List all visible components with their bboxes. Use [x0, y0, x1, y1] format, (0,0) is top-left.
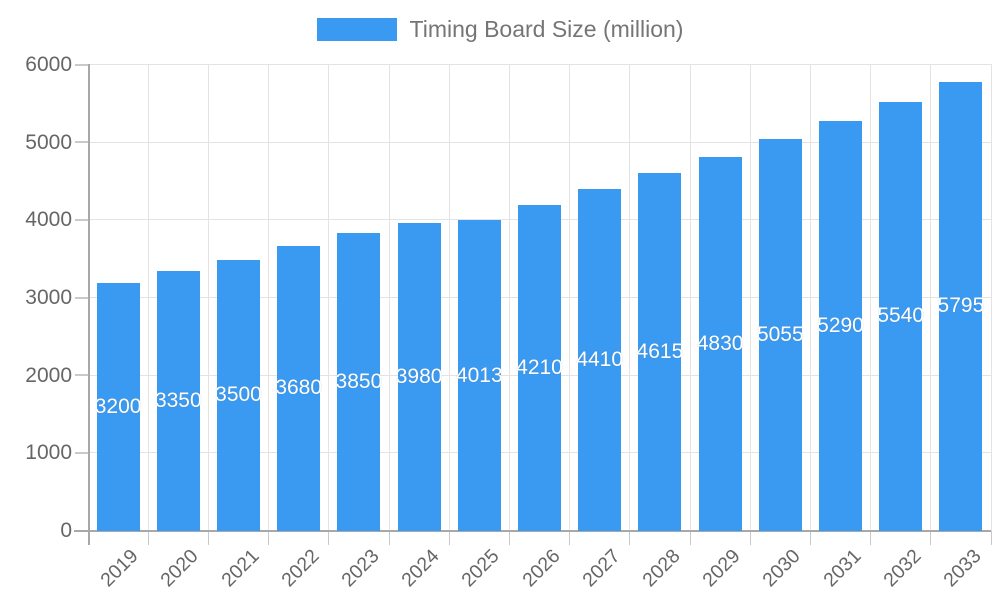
y-axis-tick-label: 3000 [25, 286, 72, 309]
y-tick-mark [75, 296, 88, 299]
v-gridline [388, 64, 390, 531]
bar-value-label: 3350 [154, 389, 202, 413]
v-gridline [629, 64, 631, 531]
legend-item[interactable]: Timing Board Size (million) [316, 16, 684, 43]
bar-value-label: 3680 [275, 376, 323, 400]
y-tick-mark [75, 451, 88, 454]
bar-2019[interactable]: 3200 [94, 283, 142, 531]
v-gridline [990, 64, 992, 531]
v-gridline [147, 64, 149, 531]
bar-2024[interactable]: 3980 [395, 222, 443, 531]
bar-2021[interactable]: 3500 [215, 259, 262, 531]
bar-value-label: 5290 [817, 314, 864, 338]
bar-value-label: 4830 [696, 331, 744, 355]
v-gridline [268, 64, 270, 531]
bar-2029[interactable]: 4830 [696, 156, 744, 531]
bar-value-label: 4410 [576, 348, 624, 372]
bar-2031[interactable]: 5290 [817, 121, 864, 531]
bar-2027[interactable]: 4410 [576, 189, 624, 531]
x-tick-mark [809, 531, 811, 545]
bar-value-label: 4013 [455, 363, 503, 387]
bar-2033[interactable]: 5795 [937, 81, 985, 531]
bar-value-label: 5540 [877, 304, 925, 328]
v-gridline [930, 64, 932, 531]
x-tick-mark [749, 531, 751, 545]
bar-2026[interactable]: 4210 [516, 204, 563, 531]
v-gridline [749, 64, 751, 531]
x-tick-mark [569, 531, 571, 545]
x-tick-mark [990, 531, 992, 545]
y-axis-tick-label: 5000 [25, 130, 72, 154]
bar-2023[interactable]: 3850 [335, 232, 383, 531]
y-tick-mark [75, 374, 88, 377]
y-axis-tick-label: 4000 [25, 208, 72, 232]
x-tick-mark [328, 531, 330, 545]
v-gridline [207, 64, 209, 531]
y-axis-tick-label: 6000 [25, 53, 72, 76]
x-axis-tick-label: 2019 [96, 545, 143, 592]
bar-2020[interactable]: 3350 [154, 271, 202, 531]
y-axis-tick-label: 0 [60, 519, 72, 542]
y-axis-tick-label: 1000 [25, 441, 72, 465]
bar-value-label: 3500 [215, 383, 262, 407]
h-gridline [88, 64, 991, 65]
bar-value-label: 3200 [94, 395, 142, 418]
bar-value-label: 4210 [516, 355, 563, 379]
legend-swatch [316, 18, 397, 41]
v-gridline [569, 64, 571, 531]
bar-value-label: 5055 [756, 323, 804, 347]
x-tick-mark [448, 531, 450, 545]
v-gridline [689, 64, 691, 531]
bar-value-label: 4615 [636, 340, 684, 364]
x-tick-mark [870, 531, 872, 545]
x-tick-mark [508, 531, 510, 545]
bar-value-label: 3980 [395, 364, 443, 388]
x-tick-mark [388, 531, 390, 545]
v-gridline [809, 64, 811, 531]
bar-value-label: 5795 [937, 294, 985, 318]
x-tick-mark [689, 531, 691, 545]
v-gridline [328, 64, 330, 531]
v-gridline [448, 64, 450, 531]
v-gridline [870, 64, 872, 531]
bar-2030[interactable]: 5055 [756, 139, 804, 531]
x-tick-mark [207, 531, 209, 545]
x-axis-line [74, 530, 991, 532]
x-tick-mark [147, 531, 149, 545]
x-tick-mark [268, 531, 270, 545]
bar-2022[interactable]: 3680 [275, 245, 323, 531]
legend: Timing Board Size (million) [0, 16, 1000, 43]
plot-area: 0 1000 2000 3000 4000 5000 6000 3200 3350 3500 368… [25, 53, 992, 591]
x-tick-mark [629, 531, 631, 545]
v-gridline [508, 64, 510, 531]
bar-2032[interactable]: 5540 [877, 101, 925, 531]
bar-value-label: 3850 [335, 369, 383, 393]
y-tick-mark [75, 141, 88, 144]
h-gridline [88, 141, 991, 143]
x-tick-mark [930, 531, 932, 545]
y-tick-mark [75, 218, 88, 221]
y-axis-tick-label: 2000 [25, 363, 72, 387]
legend-label: Timing Board Size (million) [409, 16, 684, 42]
y-axis-line [88, 64, 90, 545]
y-tick-mark [75, 63, 88, 66]
bar-2028[interactable]: 4615 [636, 173, 684, 531]
bar-2025[interactable]: 4013 [455, 220, 503, 531]
